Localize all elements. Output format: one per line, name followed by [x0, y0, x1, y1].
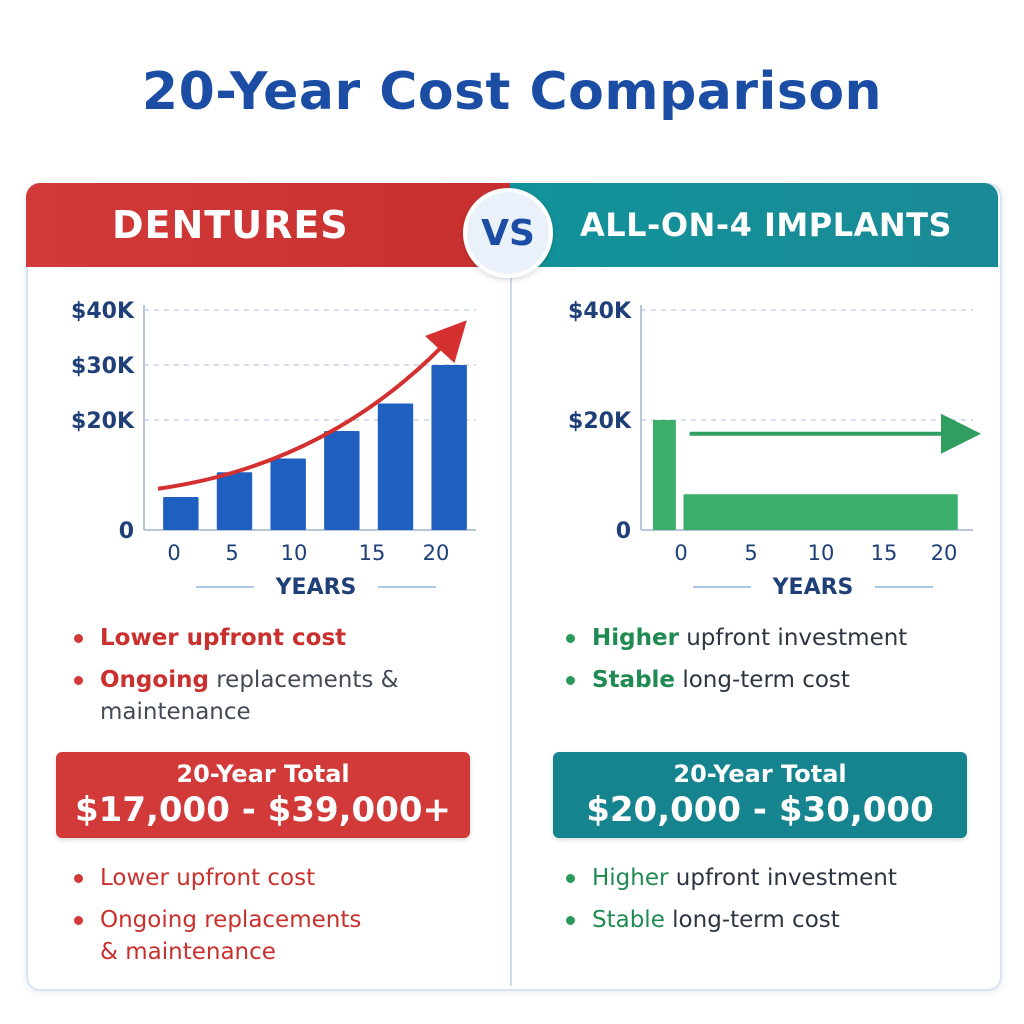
bullet-text: upfront investment	[668, 865, 897, 891]
bar	[324, 431, 360, 530]
vs-badge: VS	[463, 188, 553, 278]
bullet-text: Lower upfront cost	[100, 865, 316, 891]
bar	[163, 497, 199, 530]
bullet-emphasis: Higher	[592, 865, 669, 891]
bullet-emphasis: Stable	[592, 907, 665, 933]
total-amount: $20,000 - $30,000	[586, 790, 934, 830]
comparison-card	[26, 183, 1002, 991]
x-tick-label: 5	[225, 541, 238, 565]
dentures-header: DENTURES	[26, 183, 512, 267]
dentures-bullets-top: Lower upfront cost Ongoing replacements …	[74, 622, 474, 738]
x-tick-label: 10	[808, 541, 835, 565]
bullet-text: long-term cost	[675, 667, 850, 693]
trend-arrow	[157, 320, 467, 491]
implants-bullets-top: Higher upfront investment Stable long-te…	[566, 622, 986, 706]
bullet-dot	[74, 916, 83, 925]
total-label: 20-Year Total	[673, 760, 847, 788]
bullet-dot	[74, 676, 83, 685]
y-tick-label: $40K	[568, 299, 632, 324]
bullet-text: replacements &	[208, 667, 399, 693]
bar	[216, 472, 253, 530]
x-tick-label: 20	[423, 541, 450, 565]
bullet-emphasis: Stable	[592, 667, 676, 693]
dentures-header-label: DENTURES	[112, 203, 349, 247]
x-tick-label: 0	[167, 541, 180, 565]
y-tick-label: 0	[119, 519, 134, 544]
implants-header-label: ALL-ON-4 IMPLANTS	[580, 206, 953, 244]
bullet-dot	[74, 874, 83, 883]
total-label: 20-Year Total	[176, 760, 350, 788]
bullet-text: Ongoing replacements	[100, 907, 362, 933]
x-tick-label: 20	[931, 541, 958, 565]
bar	[431, 365, 467, 530]
dentures-total-box: 20-Year Total $17,000 - $39,000+	[56, 752, 470, 838]
bullet-dot	[74, 634, 83, 643]
dentures-cost-chart: 0 $20K $30K $40K 0 5 10 15 20 YEARS	[71, 299, 476, 600]
bar	[270, 458, 306, 530]
x-tick-label: 0	[674, 541, 687, 565]
list-item: Stable long-term cost	[566, 904, 986, 936]
list-item: Ongoing replacements & maintenance	[74, 664, 474, 728]
list-item: Lower upfront cost	[74, 862, 474, 894]
x-tick-label: 5	[744, 541, 757, 565]
y-tick-label: $20K	[568, 409, 632, 434]
total-amount: $17,000 - $39,000+	[75, 790, 451, 830]
list-item: Stable long-term cost	[566, 664, 986, 696]
y-tick-label: $30K	[71, 354, 135, 379]
bullet-dot	[566, 874, 575, 883]
y-tick-label: 0	[616, 519, 631, 544]
y-tick-label: $40K	[71, 299, 135, 324]
bullet-text: Lower upfront cost	[100, 625, 347, 651]
x-tick-label: 15	[871, 541, 898, 565]
page-title: 20-Year Cost Comparison	[141, 62, 883, 122]
bullet-text: upfront investment	[678, 625, 908, 651]
list-item: Lower upfront cost	[74, 622, 474, 654]
list-item: Higher upfront investment	[566, 622, 986, 654]
bullet-text-cont: maintenance	[100, 699, 251, 725]
bullet-dot	[566, 634, 575, 643]
implants-bullets-bottom: Higher upfront investment Stable long-te…	[566, 862, 986, 946]
implants-cost-chart: 0 $20K $40K 0 5 10 15 20 YEARS	[568, 299, 981, 600]
x-axis-label: YEARS	[772, 575, 854, 600]
list-item: Ongoing replacements & maintenance	[74, 904, 474, 968]
bullet-emphasis: Higher	[592, 625, 679, 651]
x-tick-label: 15	[359, 541, 386, 565]
bar	[377, 403, 414, 530]
implants-total-box: 20-Year Total $20,000 - $30,000	[553, 752, 967, 838]
bullet-text-cont: & maintenance	[100, 939, 276, 965]
x-tick-label: 10	[281, 541, 308, 565]
bar	[653, 420, 676, 530]
bullet-dot	[566, 916, 575, 925]
implants-header: ALL-ON-4 IMPLANTS	[510, 183, 998, 267]
column-divider	[510, 268, 512, 986]
bullet-emphasis: Ongoing	[100, 667, 209, 693]
bar	[683, 494, 958, 530]
bullet-dot	[566, 676, 575, 685]
x-axis-label: YEARS	[275, 575, 357, 600]
y-tick-label: $20K	[71, 409, 135, 434]
list-item: Higher upfront investment	[566, 862, 986, 894]
bullet-text: long-term cost	[664, 907, 840, 933]
dentures-bullets-bottom: Lower upfront cost Ongoing replacements …	[74, 862, 474, 978]
